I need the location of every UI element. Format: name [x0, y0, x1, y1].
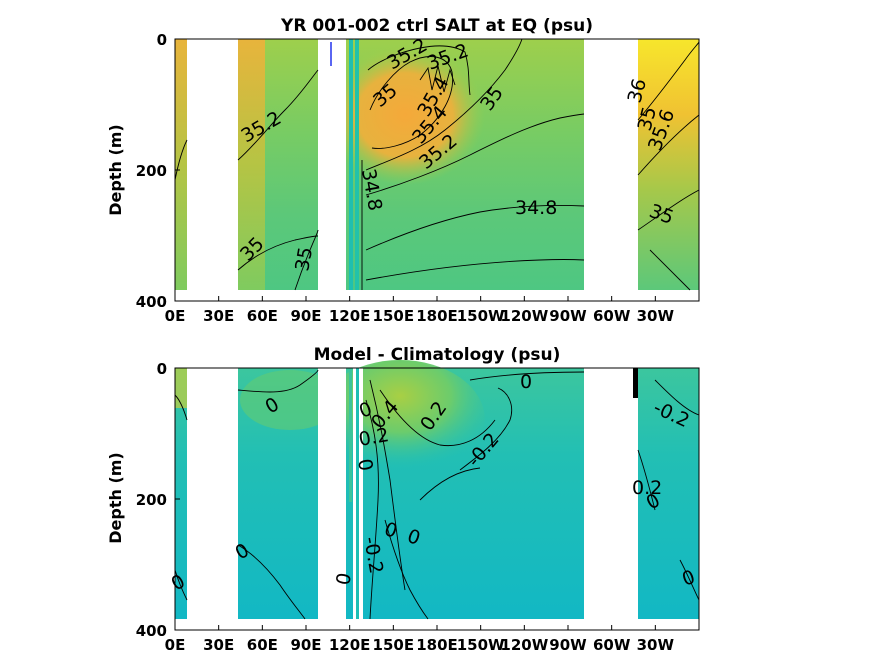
top-land-africa — [187, 39, 238, 301]
top-x-tick-label: 90W — [549, 307, 587, 325]
bottom-atl-edge-mark — [633, 368, 638, 398]
bottom-contour-0-a — [369, 379, 406, 591]
bottom-panel: Model - Climatology (psu) Depth (m) — [106, 345, 700, 654]
top-contour-34.8-b — [365, 259, 585, 281]
top-y-tick-label: 200 — [136, 162, 167, 180]
bottom-x-tick-label: 150E — [373, 636, 415, 654]
top-contour-35.4 — [369, 56, 454, 149]
top-bottom-mask — [175, 290, 699, 301]
top-land-americas — [584, 39, 638, 301]
top-contour-atl-36 — [637, 41, 700, 121]
top-x-tick-label: 120E — [329, 307, 371, 325]
bottom-clabel-6: 0.2 — [357, 424, 391, 451]
bottom-panel-y-axis-label: Depth (m) — [106, 452, 125, 544]
bottom-x-tick-label: 150W — [457, 636, 505, 654]
bottom-x-tick-label: 60E — [247, 636, 278, 654]
top-contour-34.8 — [365, 205, 585, 251]
bottom-land-maritime-continent — [318, 368, 346, 630]
bottom-panel-title: Model - Climatology (psu) — [314, 345, 561, 365]
bottom-contour-0-surf — [469, 371, 585, 381]
bottom-clabel-17: 0 — [332, 571, 356, 587]
top-contour-west-35 — [237, 235, 319, 271]
top-contour-atl-35.6 — [637, 114, 700, 176]
bottom-contour-neg — [459, 387, 513, 471]
bottom-x-tick-label: 0E — [165, 636, 186, 654]
top-panel-title: YR 001-002 ctrl SALT at EQ (psu) — [280, 16, 593, 36]
top-x-tick-label: 30E — [203, 307, 234, 325]
bottom-contour-0.2 — [379, 389, 496, 447]
top-contour-35.2a — [367, 45, 471, 96]
top-y-tick-label: 400 — [136, 293, 167, 311]
top-contour-atl-35b — [649, 249, 691, 291]
bottom-contour-indian — [237, 369, 319, 393]
top-contour-west-35.2 — [237, 69, 319, 161]
top-y-tick-label: 0 — [157, 31, 167, 49]
top-panel: YR 001-002 ctrl SALT at EQ (psu) Depth (… — [106, 16, 700, 325]
top-contour-noise — [419, 65, 456, 93]
bottom-contour-atl-2 — [637, 449, 656, 511]
top-x-tick-label: 60E — [247, 307, 278, 325]
bottom-land-americas — [584, 368, 638, 630]
bottom-panel-heatmap: 0 0 0.4 0.2 0 0.2 0 -0.2 -0.2 0 0 0 -0.2… — [168, 360, 700, 630]
bottom-field-west-edge — [175, 368, 187, 408]
bottom-x-tick-label: 90W — [549, 636, 587, 654]
bottom-land-africa — [187, 368, 238, 630]
bottom-contour-atl-3 — [679, 559, 700, 601]
bottom-field-indian-anomaly — [240, 370, 340, 430]
bottom-contour-deep — [384, 519, 429, 620]
bottom-strait-strip-2 — [356, 368, 359, 619]
bottom-x-tick-label: 180E — [416, 636, 458, 654]
top-field-atlantic — [630, 39, 699, 290]
bottom-y-tick-label: 400 — [136, 622, 167, 640]
top-clabel-10: 35 — [291, 245, 317, 273]
bottom-x-tick-label: 90E — [290, 636, 321, 654]
bottom-contour-mid — [419, 467, 481, 501]
top-x-tick-label: 120W — [500, 307, 548, 325]
bottom-contour-west-deep — [174, 569, 188, 601]
top-x-tick-label: 30W — [637, 307, 675, 325]
bottom-x-tick-label: 30W — [637, 636, 675, 654]
bottom-x-tick-label: 60W — [593, 636, 631, 654]
bottom-contour-west — [174, 394, 188, 421]
top-panel-heatmap: 35.2 35 35.4 35 35.2 35.4 35.2 35.2 35 3… — [174, 34, 700, 301]
bottom-y-tick-label: 200 — [136, 491, 167, 509]
top-contour-35-b — [365, 113, 585, 196]
bottom-x-tick-label: 120E — [329, 636, 371, 654]
top-x-tick-label: 180E — [416, 307, 458, 325]
bottom-clabel-2: 0 — [520, 371, 532, 393]
top-contour-west-edge — [174, 139, 188, 181]
bottom-x-tick-label: 120W — [500, 636, 548, 654]
top-contour-west-35b — [294, 229, 319, 291]
top-land-maritime-continent — [318, 39, 346, 301]
top-x-tick-label: 60W — [593, 307, 631, 325]
bottom-contour-atl-1 — [654, 379, 700, 416]
top-x-tick-label: 150W — [457, 307, 505, 325]
top-contour-35 — [365, 38, 523, 171]
top-strait-strip — [349, 39, 353, 290]
top-field-salinity-maximum — [325, 45, 485, 185]
top-x-tick-label: 150E — [373, 307, 415, 325]
bottom-x-tick-label: 30E — [203, 636, 234, 654]
bottom-contour-strait — [365, 399, 379, 620]
top-x-tick-label: 90E — [290, 307, 321, 325]
top-strait-strip-2 — [355, 39, 359, 290]
top-panel-y-axis-label: Depth (m) — [106, 124, 125, 216]
bottom-clabel-14: 0.2 — [632, 477, 662, 499]
bottom-bottom-mask — [175, 619, 699, 630]
bottom-strait-strip — [349, 368, 352, 502]
top-clabel-11: 34.8 — [515, 197, 557, 219]
bottom-clabel-7: 0 — [353, 457, 377, 473]
bottom-contour-indian-deep — [237, 544, 306, 620]
top-x-tick-label: 0E — [165, 307, 186, 325]
top-contour-atl-35 — [637, 189, 700, 231]
bottom-y-tick-label: 0 — [157, 360, 167, 378]
